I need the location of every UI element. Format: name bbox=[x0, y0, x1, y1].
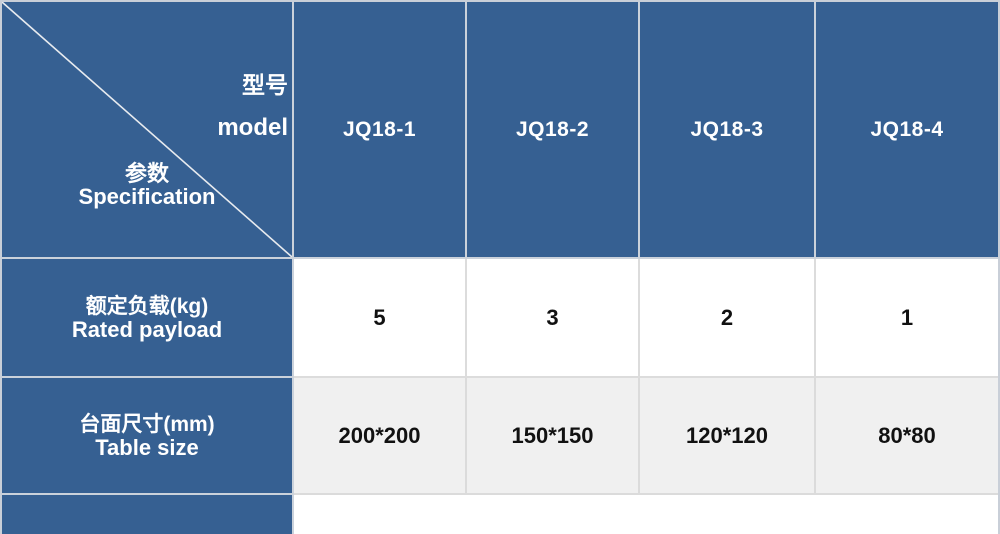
corner-header-cell: 型号 model 参数 Specification bbox=[2, 2, 294, 259]
column-header-jq18-1: JQ18-1 bbox=[294, 2, 467, 259]
column-header-jq18-4: JQ18-4 bbox=[816, 2, 998, 259]
row-header-partial bbox=[2, 495, 294, 534]
cell-rated-payload-jq18-1: 5 bbox=[294, 259, 467, 378]
diagonal-divider-line bbox=[2, 2, 292, 257]
corner-spec-label-group: 参数 Specification bbox=[2, 162, 292, 208]
column-header-jq18-3: JQ18-3 bbox=[640, 2, 816, 259]
cell-rated-payload-jq18-3: 2 bbox=[640, 259, 816, 378]
row-header-table-size: 台面尺寸(mm) Table size bbox=[2, 378, 294, 495]
cell-table-size-jq18-3: 120*120 bbox=[640, 378, 816, 495]
row-partial-values-area bbox=[294, 495, 998, 534]
corner-model-label-zh: 型号 bbox=[242, 72, 288, 98]
row-header-rated-payload-en: Rated payload bbox=[71, 316, 223, 342]
cell-rated-payload-jq18-2: 3 bbox=[467, 259, 640, 378]
cell-table-size-jq18-2: 150*150 bbox=[467, 378, 640, 495]
row-header-table-size-zh: 台面尺寸(mm) bbox=[79, 412, 215, 436]
corner-spec-label-en: Specification bbox=[78, 184, 216, 209]
corner-model-label-en: model bbox=[217, 114, 288, 141]
column-header-jq18-2: JQ18-2 bbox=[467, 2, 640, 259]
cell-table-size-jq18-1: 200*200 bbox=[294, 378, 467, 495]
row-header-rated-payload-zh: 额定负载(kg) bbox=[85, 294, 209, 318]
cell-rated-payload-jq18-4: 1 bbox=[816, 259, 998, 378]
corner-spec-label-zh: 参数 bbox=[124, 161, 169, 186]
corner-model-label-group: 型号 model bbox=[217, 72, 288, 141]
row-header-rated-payload: 额定负载(kg) Rated payload bbox=[2, 259, 294, 378]
row-header-table-size-en: Table size bbox=[95, 434, 199, 460]
cell-table-size-jq18-4: 80*80 bbox=[816, 378, 998, 495]
